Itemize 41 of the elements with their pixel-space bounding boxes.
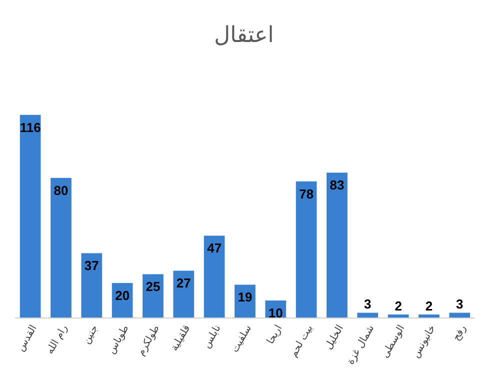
- bar: [204, 236, 225, 318]
- data-label: 37: [84, 258, 99, 274]
- x-tick-label: طولكرم: [136, 323, 162, 358]
- data-label: 3: [456, 296, 464, 312]
- x-tick-label: جنين: [81, 323, 101, 346]
- chart-title: اعتقال: [214, 23, 274, 48]
- x-tick-label: رفح: [451, 323, 469, 343]
- data-label: 25: [146, 279, 160, 294]
- bar: [326, 172, 348, 318]
- data-label: 19: [238, 290, 252, 305]
- data-label: 83: [330, 178, 344, 193]
- data-label: 80: [54, 182, 68, 198]
- data-label: 116: [20, 120, 41, 135]
- bar: [81, 253, 102, 318]
- x-tick-label: خانيونس: [410, 323, 438, 360]
- bar: [50, 178, 72, 318]
- data-label: 78: [299, 186, 314, 202]
- bar: [449, 312, 470, 318]
- data-label: 20: [115, 288, 130, 303]
- bar: [296, 181, 317, 318]
- bar: [173, 270, 194, 318]
- data-label: 27: [176, 276, 191, 291]
- data-label: 10: [268, 305, 283, 320]
- x-tick-label: طوباس: [106, 323, 132, 356]
- x-tick-label: رام الله: [44, 323, 70, 356]
- x-tick-label: القدس: [16, 323, 40, 354]
- x-tick-label: سلفيت: [230, 323, 254, 354]
- x-tick-label: نابلس: [201, 323, 224, 350]
- x-tick-label: اريحا: [265, 323, 285, 346]
- bar: [357, 312, 378, 318]
- bar: [20, 114, 41, 318]
- bar: [142, 274, 164, 318]
- x-tick-label: قلقيلية: [169, 323, 193, 353]
- x-tick-label: بيت لحم: [288, 323, 316, 360]
- data-label: 3: [364, 296, 372, 312]
- data-label: 2: [394, 298, 402, 314]
- x-tick-label: الوسطى: [380, 323, 408, 360]
- x-tick-label: الخليل: [323, 323, 346, 352]
- data-label: 47: [207, 240, 222, 256]
- data-label: 2: [425, 298, 433, 314]
- x-tick-label: شمال غزة: [345, 323, 377, 367]
